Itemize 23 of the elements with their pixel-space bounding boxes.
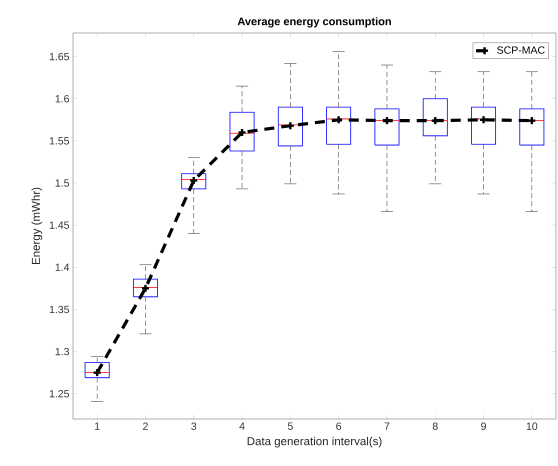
y-tick-label: 1.35 — [50, 306, 70, 314]
legend-label: SCP-MAC — [497, 46, 545, 54]
x-tick-label: 3 — [191, 422, 196, 430]
x-tick-label: 10 — [526, 422, 538, 430]
x-tick-label: 5 — [288, 422, 293, 430]
y-tick-label: 1.6 — [56, 95, 70, 102]
y-tick-label: 1.25 — [50, 390, 70, 398]
y-tick-label: 1.55 — [50, 137, 70, 145]
y-tick-label: 1.5 — [56, 179, 70, 187]
x-axis-title: Data generation interval(s) — [248, 436, 382, 448]
y-tick-label: 1.45 — [50, 221, 70, 229]
y-axis-title: Energy (mWhr) — [31, 188, 42, 264]
x-tick-label: 2 — [143, 422, 148, 430]
x-tick-label: 8 — [432, 422, 438, 430]
x-tick-label: 6 — [336, 422, 342, 430]
x-tick-label: 4 — [239, 422, 245, 430]
x-tick-label: 9 — [481, 422, 486, 430]
y-tick-label: 1.3 — [56, 348, 70, 356]
x-tick-label: 7 — [384, 422, 390, 430]
y-tick-label: 1.65 — [50, 52, 70, 60]
chart-title: Average energy consumption — [238, 17, 391, 28]
x-tick-label: 1 — [95, 422, 100, 430]
y-tick-label: 1.4 — [56, 264, 70, 271]
